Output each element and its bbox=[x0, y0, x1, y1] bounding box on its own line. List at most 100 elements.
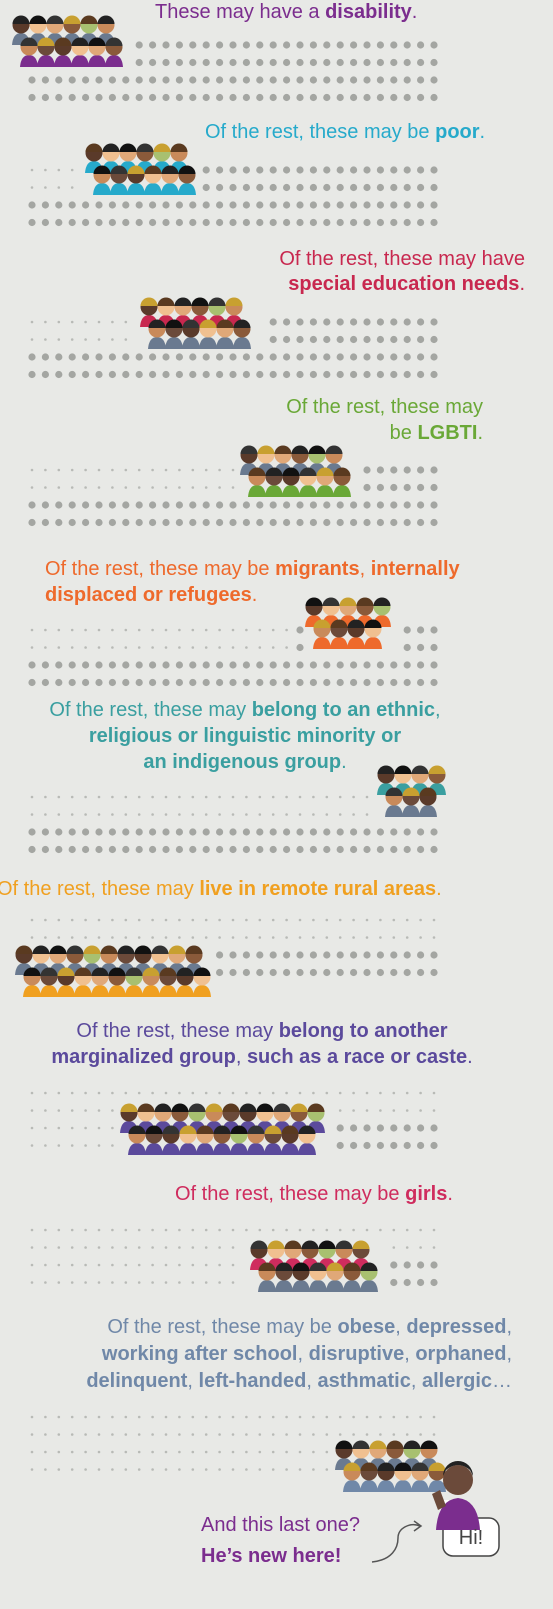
person-body bbox=[91, 985, 109, 997]
small-dot bbox=[178, 1264, 181, 1267]
dot bbox=[283, 219, 290, 226]
dot bbox=[270, 318, 277, 325]
person-body bbox=[199, 337, 217, 349]
person-hair bbox=[395, 766, 412, 775]
dot bbox=[377, 951, 384, 958]
person-hair bbox=[84, 946, 101, 954]
small-dot bbox=[245, 1433, 248, 1436]
small-dot bbox=[232, 486, 235, 489]
dot bbox=[430, 626, 437, 633]
dot bbox=[69, 201, 76, 208]
person-hair bbox=[353, 1441, 370, 1449]
dot bbox=[310, 371, 317, 378]
dot bbox=[28, 201, 35, 208]
small-dot bbox=[165, 1416, 168, 1419]
small-dot bbox=[379, 1229, 382, 1232]
small-dot bbox=[419, 1092, 422, 1095]
dot bbox=[296, 679, 303, 686]
dot bbox=[42, 828, 49, 835]
person-hair bbox=[120, 144, 137, 153]
dot bbox=[189, 828, 196, 835]
caption-text: . bbox=[341, 751, 347, 773]
dot bbox=[203, 59, 210, 66]
dot bbox=[229, 76, 236, 83]
dot bbox=[337, 166, 344, 173]
person-body bbox=[265, 485, 283, 497]
dot bbox=[417, 94, 424, 101]
dot bbox=[323, 76, 330, 83]
dot bbox=[430, 1261, 437, 1268]
small-dot bbox=[406, 919, 409, 922]
small-dot bbox=[31, 186, 34, 189]
small-dot bbox=[58, 646, 61, 649]
small-dot bbox=[71, 1144, 74, 1147]
dot bbox=[176, 201, 183, 208]
dot bbox=[377, 828, 384, 835]
small-dot bbox=[406, 1246, 409, 1249]
dot bbox=[350, 353, 357, 360]
caption-text: , bbox=[435, 699, 441, 721]
small-dot bbox=[393, 1109, 396, 1112]
small-dot bbox=[151, 1416, 154, 1419]
person-body bbox=[125, 985, 143, 997]
dot bbox=[417, 59, 424, 66]
dot bbox=[390, 336, 397, 343]
dot bbox=[350, 661, 357, 668]
small-dot bbox=[192, 1416, 195, 1419]
dot bbox=[256, 94, 263, 101]
dot bbox=[404, 828, 411, 835]
small-dot bbox=[58, 486, 61, 489]
dot bbox=[350, 336, 357, 343]
dot bbox=[216, 59, 223, 66]
dot bbox=[189, 519, 196, 526]
small-dot bbox=[31, 1109, 34, 1112]
small-dot bbox=[393, 1433, 396, 1436]
dot bbox=[203, 371, 210, 378]
caption-text: . bbox=[447, 1183, 453, 1205]
dot bbox=[417, 519, 424, 526]
small-dot bbox=[71, 936, 74, 939]
dot bbox=[55, 679, 62, 686]
dot bbox=[404, 1279, 411, 1286]
dot bbox=[404, 166, 411, 173]
person-body bbox=[213, 1143, 231, 1155]
page: These may have a disability.Of the rest,… bbox=[0, 0, 553, 1604]
arrow bbox=[372, 1525, 420, 1562]
small-dot bbox=[98, 1468, 101, 1471]
person-body bbox=[282, 485, 300, 497]
person-body bbox=[233, 337, 251, 349]
person-body bbox=[74, 985, 92, 997]
dot bbox=[243, 951, 250, 958]
dot bbox=[216, 846, 223, 853]
small-dot bbox=[58, 186, 61, 189]
dot bbox=[417, 969, 424, 976]
caption-emphasis: poor bbox=[435, 121, 480, 143]
dot bbox=[283, 969, 290, 976]
small-dot bbox=[84, 321, 87, 324]
person-body bbox=[360, 1280, 378, 1292]
small-dot bbox=[111, 1433, 114, 1436]
dot bbox=[337, 94, 344, 101]
dot bbox=[310, 94, 317, 101]
dot bbox=[256, 353, 263, 360]
dot bbox=[256, 679, 263, 686]
caption-emphasis: marginalized group bbox=[51, 1046, 235, 1068]
person-hair bbox=[285, 1241, 302, 1250]
small-dot bbox=[192, 1468, 195, 1471]
small-dot bbox=[218, 469, 221, 472]
small-dot bbox=[44, 186, 47, 189]
small-dot bbox=[138, 1092, 141, 1095]
dot bbox=[404, 76, 411, 83]
caption-line: Of the rest, these may bbox=[286, 396, 483, 418]
small-dot bbox=[151, 1092, 154, 1095]
small-dot bbox=[178, 629, 181, 632]
dot bbox=[350, 1142, 357, 1149]
small-dot bbox=[44, 646, 47, 649]
small-dot bbox=[272, 629, 275, 632]
dot bbox=[55, 219, 62, 226]
small-dot bbox=[111, 1451, 114, 1454]
dot bbox=[243, 201, 250, 208]
dot bbox=[82, 501, 89, 508]
small-dot bbox=[98, 796, 101, 799]
caption-line: Of the rest, these may belong to an ethn… bbox=[49, 699, 440, 721]
